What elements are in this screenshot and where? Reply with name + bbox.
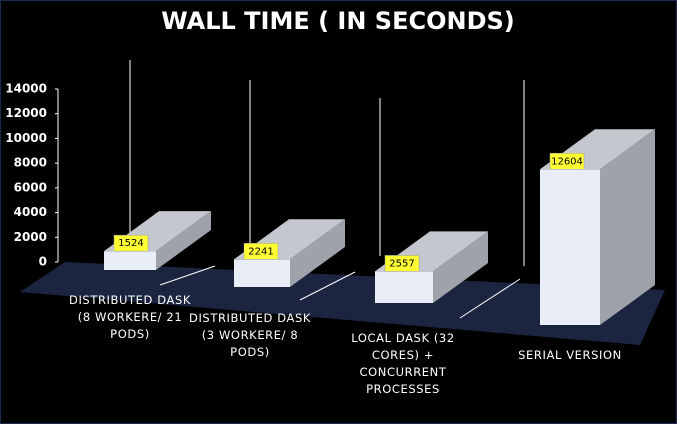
- bar-side: [600, 129, 655, 325]
- y-tick-label: 12000: [5, 106, 47, 120]
- floor-line: [159, 265, 216, 286]
- value-label-box: [113, 234, 149, 252]
- x-tick-label-line: (8 WORKERE/ 21: [78, 310, 183, 324]
- y-tick-label: 8000: [14, 156, 47, 170]
- depth-lines: [129, 60, 525, 319]
- value-label: 2241: [243, 243, 279, 260]
- floor-line: [299, 271, 356, 301]
- bar: [540, 129, 655, 325]
- value-label: 2557: [384, 255, 420, 272]
- bar-side: [290, 219, 345, 287]
- x-tick-label: SERIAL VERSION: [518, 348, 622, 362]
- value-label-text: 12604: [551, 156, 583, 167]
- value-label-box: [384, 255, 420, 272]
- y-tick-label: 10000: [5, 131, 47, 145]
- x-tick-label-line: PODS): [230, 345, 270, 359]
- value-label-text: 2557: [389, 258, 414, 269]
- value-label-text: 2241: [248, 246, 273, 257]
- x-tick-label: DISTRIBUTED DASK (8 WORKERE/ 21 PODS): [69, 293, 191, 341]
- bar-front: [234, 259, 290, 287]
- value-label-text: 1524: [118, 238, 143, 249]
- floor-line: [459, 278, 521, 319]
- x-tick-label-line: PODS): [110, 327, 150, 341]
- chart-title: WALL TIME ( IN SECONDS): [161, 7, 515, 35]
- x-tick-label: DISTRIBUTED DASK (3 WORKERE/ 8 PODS): [189, 311, 311, 359]
- y-tick-label: 4000: [14, 205, 47, 219]
- value-label-box: [243, 243, 279, 260]
- x-tick-label-line: SERIAL VERSION: [518, 348, 622, 362]
- y-tick-label: 0: [39, 255, 47, 269]
- x-tick-label-line: CORES) +: [372, 348, 434, 362]
- x-tick-label-line: LOCAL DASK (32: [351, 331, 455, 345]
- bar-front: [540, 169, 600, 325]
- x-tick-label-line: CONCURRENT: [359, 365, 446, 379]
- value-label-box: [549, 153, 585, 170]
- bar-front: [104, 251, 156, 270]
- bar-front: [375, 271, 433, 303]
- x-tick-label: LOCAL DASK (32 CORES) + CONCURRENT PROCESSE…: [351, 331, 455, 396]
- x-tick-label-line: PROCESSES: [366, 382, 440, 396]
- value-label: 12604: [549, 153, 585, 170]
- floor: [20, 262, 665, 345]
- bar-side: [433, 231, 488, 303]
- x-tick-label-line: (3 WORKERE/ 8: [202, 328, 299, 342]
- value-label: 1524: [113, 234, 149, 252]
- y-tick-label: 14000: [5, 82, 47, 96]
- y-tick-label: 2000: [14, 230, 47, 244]
- bar-side: [156, 211, 211, 270]
- y-tick-label: 6000: [14, 180, 47, 194]
- x-tick-label-line: DISTRIBUTED DASK: [69, 293, 191, 307]
- x-tick-label-line: DISTRIBUTED DASK: [189, 311, 311, 325]
